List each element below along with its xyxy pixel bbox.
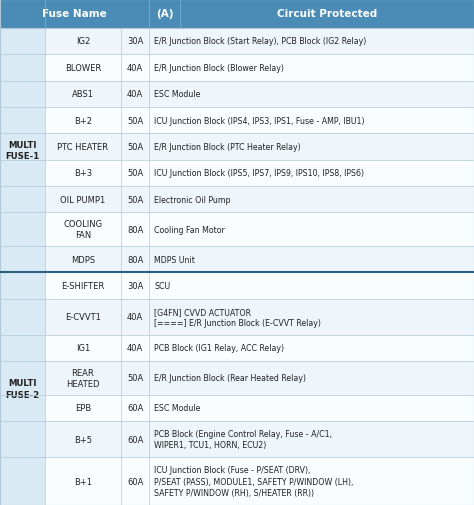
- Text: EPB: EPB: [75, 403, 91, 413]
- Bar: [45, 213, 474, 246]
- Text: 40A: 40A: [127, 64, 143, 73]
- Bar: [45, 81, 474, 108]
- Text: ESC Module: ESC Module: [154, 403, 201, 413]
- Bar: [45, 273, 474, 299]
- Text: 30A: 30A: [127, 281, 143, 290]
- Text: E-CVVT1: E-CVVT1: [65, 313, 101, 322]
- Text: 40A: 40A: [127, 344, 143, 352]
- Bar: [45, 457, 474, 505]
- Bar: [45, 108, 474, 134]
- Text: 50A: 50A: [127, 143, 143, 152]
- Text: 50A: 50A: [127, 169, 143, 178]
- Bar: [45, 29, 474, 55]
- Text: Cooling Fan Motor: Cooling Fan Motor: [154, 225, 225, 234]
- Text: 40A: 40A: [127, 90, 143, 99]
- Text: 60A: 60A: [127, 477, 143, 485]
- Text: IG1: IG1: [76, 344, 90, 352]
- Bar: [45, 134, 474, 161]
- Text: MDPS: MDPS: [71, 255, 95, 264]
- Text: 40A: 40A: [127, 313, 143, 322]
- Text: ICU Junction Block (IPS5, IPS7, IPS9, IPS10, IPS8, IPS6): ICU Junction Block (IPS5, IPS7, IPS9, IP…: [154, 169, 364, 178]
- Text: ICU Junction Block (Fuse - P/SEAT (DRV),
P/SEAT (PASS), MODULE1, SAFETY P/WINDOW: ICU Junction Block (Fuse - P/SEAT (DRV),…: [154, 466, 354, 496]
- Text: MDPS Unit: MDPS Unit: [154, 255, 195, 264]
- Text: IG2: IG2: [76, 37, 90, 46]
- Text: 50A: 50A: [127, 374, 143, 383]
- Bar: [45, 187, 474, 213]
- Bar: [45, 335, 474, 362]
- Bar: [0, 0, 474, 29]
- Text: REAR
HEATED: REAR HEATED: [66, 368, 100, 388]
- Bar: [45, 246, 474, 273]
- Text: Electronic Oil Pump: Electronic Oil Pump: [154, 195, 230, 205]
- Text: PCB Block (IG1 Relay, ACC Relay): PCB Block (IG1 Relay, ACC Relay): [154, 344, 284, 352]
- Text: E/R Junction Block (Blower Relay): E/R Junction Block (Blower Relay): [154, 64, 284, 73]
- Bar: [45, 161, 474, 187]
- Bar: [0, 29, 45, 273]
- Bar: [45, 395, 474, 421]
- Text: Circuit Protected: Circuit Protected: [277, 10, 377, 19]
- Text: PCB Block (Engine Control Relay, Fuse - A/C1,
WIPER1, TCU1, HORN, ECU2): PCB Block (Engine Control Relay, Fuse - …: [154, 429, 332, 449]
- Text: B+1: B+1: [74, 477, 92, 485]
- Text: E-SHIFTER: E-SHIFTER: [61, 281, 105, 290]
- Text: 50A: 50A: [127, 116, 143, 125]
- Text: B+2: B+2: [74, 116, 92, 125]
- Text: ESC Module: ESC Module: [154, 90, 201, 99]
- Text: OIL PUMP1: OIL PUMP1: [60, 195, 106, 205]
- Text: BLOWER: BLOWER: [65, 64, 101, 73]
- Text: PTC HEATER: PTC HEATER: [57, 143, 109, 152]
- Bar: [45, 421, 474, 457]
- Text: ABS1: ABS1: [72, 90, 94, 99]
- Text: Fuse Name: Fuse Name: [42, 10, 107, 19]
- Text: B+3: B+3: [74, 169, 92, 178]
- Bar: [45, 55, 474, 81]
- Text: COOLING
FAN: COOLING FAN: [64, 220, 102, 240]
- Text: ICU Junction Block (IPS4, IPS3, IPS1, Fuse - AMP, IBU1): ICU Junction Block (IPS4, IPS3, IPS1, Fu…: [154, 116, 365, 125]
- Text: MULTI
FUSE-1: MULTI FUSE-1: [5, 140, 40, 161]
- Bar: [0, 273, 45, 505]
- Text: SCU: SCU: [154, 281, 170, 290]
- Text: [G4FN] CVVD ACTUATOR
[====] E/R Junction Block (E-CVVT Relay): [G4FN] CVVD ACTUATOR [====] E/R Junction…: [154, 307, 321, 327]
- Bar: [45, 362, 474, 395]
- Text: E/R Junction Block (Rear Heated Relay): E/R Junction Block (Rear Heated Relay): [154, 374, 306, 383]
- Text: B+5: B+5: [74, 435, 92, 444]
- Text: 60A: 60A: [127, 435, 143, 444]
- Text: 30A: 30A: [127, 37, 143, 46]
- Text: (A): (A): [156, 10, 173, 19]
- Bar: [45, 299, 474, 335]
- Text: 80A: 80A: [127, 255, 143, 264]
- Text: E/R Junction Block (Start Relay), PCB Block (IG2 Relay): E/R Junction Block (Start Relay), PCB Bl…: [154, 37, 366, 46]
- Text: E/R Junction Block (PTC Heater Relay): E/R Junction Block (PTC Heater Relay): [154, 143, 301, 152]
- Text: 60A: 60A: [127, 403, 143, 413]
- Text: MULTI
FUSE-2: MULTI FUSE-2: [5, 379, 40, 399]
- Text: 80A: 80A: [127, 225, 143, 234]
- Text: 50A: 50A: [127, 195, 143, 205]
